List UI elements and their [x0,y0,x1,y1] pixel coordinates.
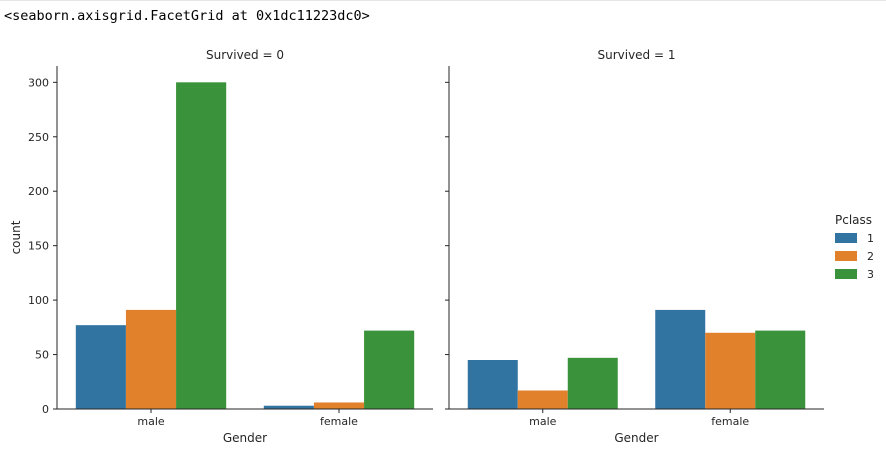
x-axis-label-1: Gender [614,431,658,445]
x-tick-label-0-female: female [320,415,358,428]
legend-label-3: 3 [867,268,874,281]
y-tick-label-100: 100 [28,294,49,307]
y-tick-label-250: 250 [28,131,49,144]
bar-1-female-pclass-2 [705,332,756,409]
y-tick-label-50: 50 [35,349,49,362]
legend-swatch-1 [835,233,857,243]
x-tick-label-1-male: male [529,415,557,428]
legend-label-2: 2 [867,250,874,263]
x-axis-label-0: Gender [223,431,267,445]
bar-1-female-pclass-1 [655,309,706,409]
y-tick-label-0: 0 [42,403,49,416]
y-axis-label: count [9,220,23,254]
facet-title-0: Survived = 0 [206,48,284,62]
y-tick-label-200: 200 [28,185,49,198]
bar-0-male-pclass-3 [176,82,227,409]
bar-0-male-pclass-2 [125,309,177,409]
bar-1-male-pclass-1 [467,360,518,409]
output-repr-text: <seaborn.axisgrid.FacetGrid at 0x1dc1122… [4,8,370,24]
output-divider [0,0,886,1]
bar-1-female-pclass-3 [755,330,806,409]
bar-0-female-pclass-3 [364,330,415,409]
bar-1-male-pclass-3 [567,357,618,409]
bar-0-female-pclass-1 [263,405,314,409]
legend-swatch-2 [835,251,857,261]
bar-0-female-pclass-2 [313,402,365,409]
legend-label-1: 1 [867,232,874,245]
x-tick-label-1-female: female [711,415,749,428]
y-tick-label-300: 300 [28,76,49,89]
bar-1-male-pclass-2 [517,390,568,409]
legend-swatch-3 [835,269,857,279]
legend-title: Pclass [835,213,872,227]
bar-0-male-pclass-1 [75,325,126,409]
y-tick-label-150: 150 [28,240,49,253]
x-tick-label-0-male: male [137,415,165,428]
facet-title-1: Survived = 1 [597,48,675,62]
